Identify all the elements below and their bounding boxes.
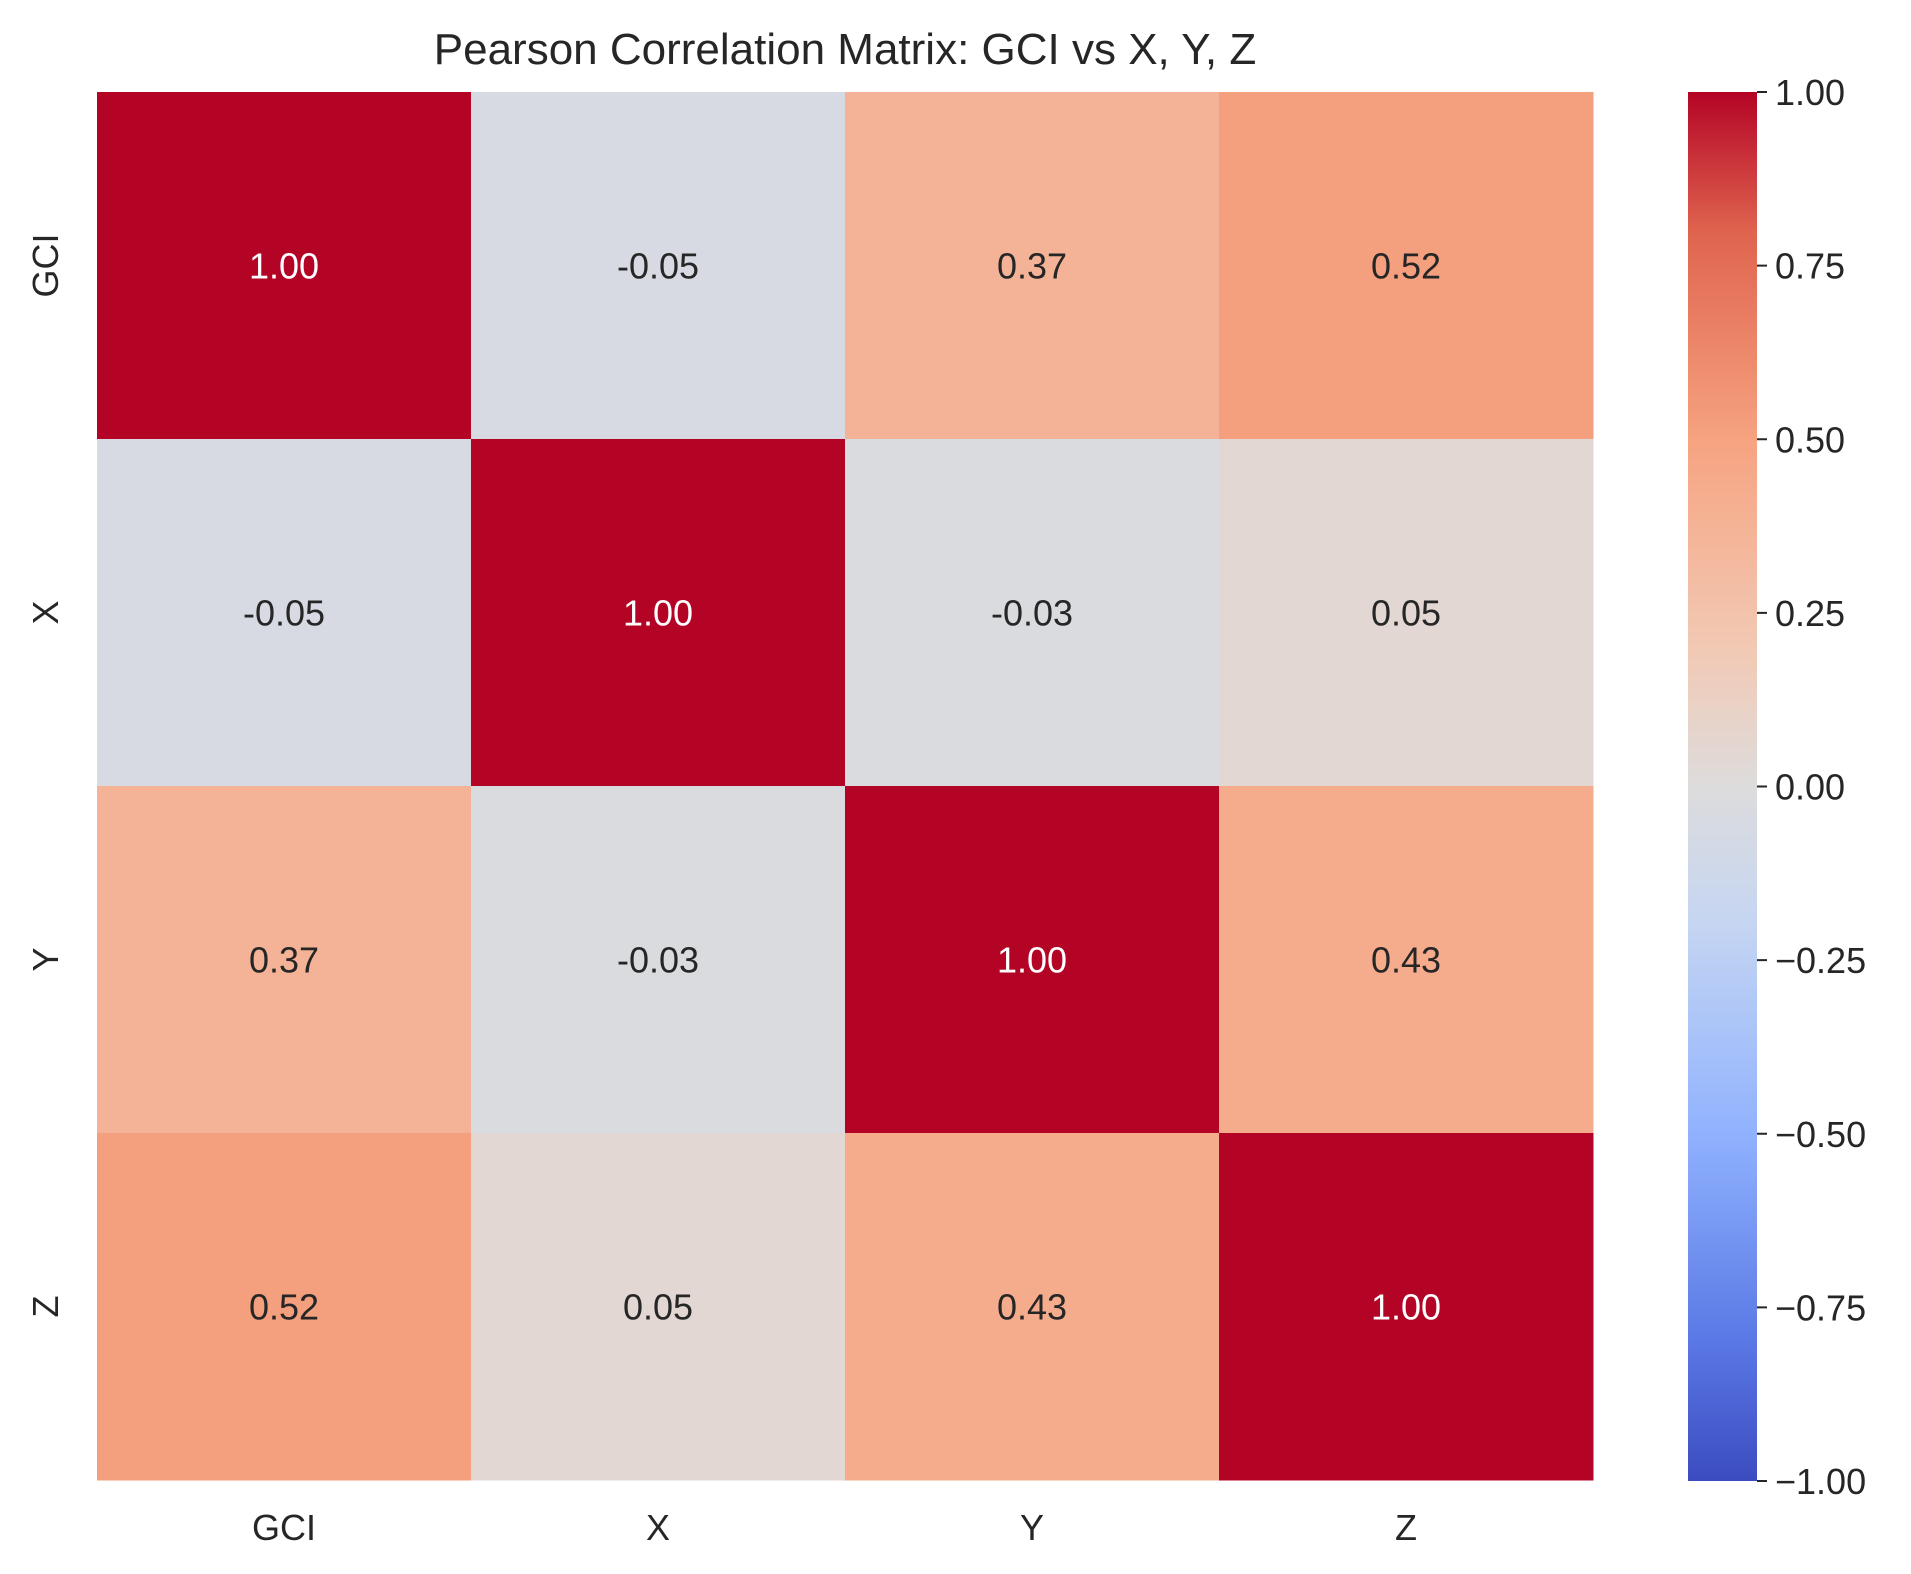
heatmap-cell-z-x (471, 1133, 846, 1481)
cell-value-label: 1.00 (1371, 1287, 1441, 1328)
colorbar-tick-label: −1.00 (1775, 1461, 1866, 1502)
heatmap-cell-x-gci (97, 439, 472, 787)
heatmap-cell-y-gci (97, 786, 472, 1134)
heatmap-cell-y-x (471, 786, 846, 1134)
y-axis-tick-labels: GCI X Y Z (25, 233, 66, 1317)
heatmap-cell-x-z (1219, 439, 1594, 787)
heatmap-cell-x-y (845, 439, 1220, 787)
heatmap-cell-y-z (1219, 786, 1594, 1134)
colorbar-tick-label: 1.00 (1775, 72, 1845, 113)
heatmap-cell-y-y (845, 786, 1220, 1134)
x-tick-label: Y (1020, 1507, 1044, 1548)
cell-value-label: 0.52 (1371, 246, 1441, 287)
cell-value-label: 0.43 (997, 1287, 1067, 1328)
heatmap-cell-z-z (1219, 1133, 1594, 1481)
colorbar-tick-label: 0.00 (1775, 767, 1845, 808)
cell-value-label: 0.52 (249, 1287, 319, 1328)
heatmap-cell-gci-z (1219, 92, 1594, 440)
cell-value-label: 0.43 (1371, 940, 1441, 981)
cell-value-label: 1.00 (997, 940, 1067, 981)
colorbar-ticks: 1.00 0.75 0.50 0.25 0.00 −0.25 −0.50 −0.75 −1.00 (1757, 72, 1866, 1502)
heatmap-cell-z-y (845, 1133, 1220, 1481)
y-tick-label: X (25, 600, 66, 624)
heatmap-cell-gci-x (471, 92, 846, 440)
x-tick-label: GCI (252, 1507, 316, 1548)
cell-value-label: -0.05 (243, 593, 325, 634)
x-tick-label: Z (1395, 1507, 1417, 1548)
chart-title: Pearson Correlation Matrix: GCI vs X, Y,… (434, 25, 1256, 74)
heatmap-cell-x-x (471, 439, 846, 787)
heatmap-cell-gci-gci (97, 92, 472, 440)
cell-value-label: 1.00 (623, 593, 693, 634)
colorbar (1688, 92, 1757, 1481)
cell-value-label: -0.03 (991, 593, 1073, 634)
y-tick-label: GCI (25, 233, 66, 297)
colorbar-tick-label: −0.75 (1775, 1287, 1866, 1328)
cell-value-label: 0.05 (1371, 593, 1441, 634)
heatmap-cell-labels: 1.00 -0.05 0.37 0.52 -0.05 1.00 -0.03 0.05 0.37 -… (243, 246, 1441, 1328)
cell-value-label: 0.37 (997, 246, 1067, 287)
colorbar-tick-label: 0.75 (1775, 246, 1845, 287)
cell-value-label: -0.03 (617, 940, 699, 981)
colorbar-tick-label: 0.50 (1775, 419, 1845, 460)
x-axis-tick-labels: GCI X Y Z (252, 1507, 1417, 1548)
colorbar-tick-label: −0.25 (1775, 940, 1866, 981)
y-tick-label: Z (25, 1296, 66, 1318)
heatmap-cell-gci-y (845, 92, 1220, 440)
x-tick-label: X (646, 1507, 670, 1548)
colorbar-tick-label: −0.50 (1775, 1114, 1866, 1155)
heatmap-cell-z-gci (97, 1133, 472, 1481)
cell-value-label: -0.05 (617, 246, 699, 287)
heatmap-cells (97, 92, 1594, 1481)
cell-value-label: 0.37 (249, 940, 319, 981)
y-tick-label: Y (25, 947, 66, 971)
cell-value-label: 0.05 (623, 1287, 693, 1328)
colorbar-tick-label: 0.25 (1775, 593, 1845, 634)
cell-value-label: 1.00 (249, 246, 319, 287)
